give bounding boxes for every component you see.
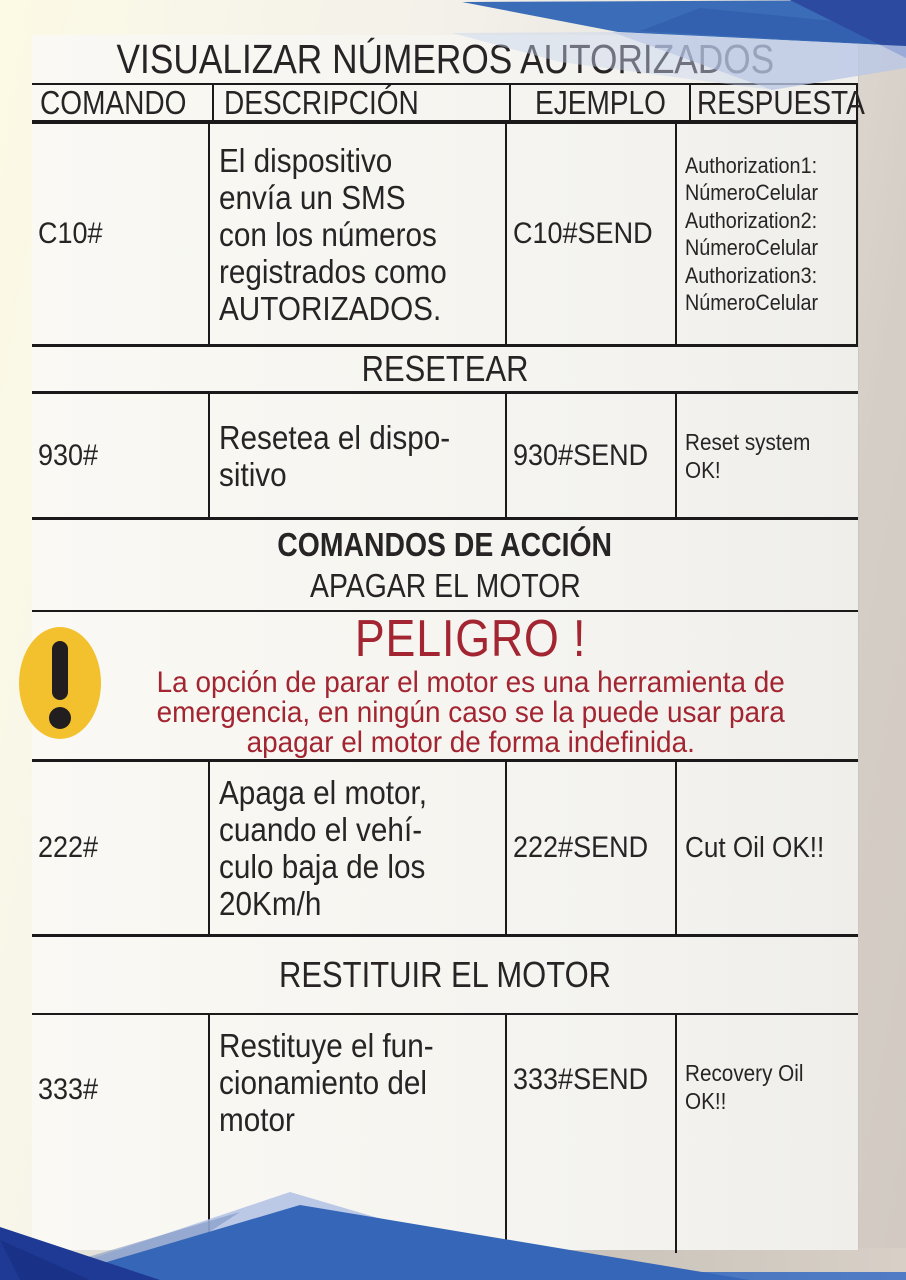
header-cell-ejemplo: EJEMPLO xyxy=(509,84,689,121)
response-cell: Authorization1: NúmeroCelular Authorizat… xyxy=(675,124,858,344)
section-title: RESETEAR xyxy=(361,348,529,389)
section-band-restituir: RESTITUIR EL MOTOR xyxy=(32,937,858,1015)
command-cell: 930# xyxy=(38,438,99,472)
command-cell: 333# xyxy=(38,1073,99,1106)
table-header-row: COMANDO DESCRIPCIÓN EJEMPLO RESPUESTA xyxy=(32,83,865,124)
example-cell: 930#SEND xyxy=(505,394,675,517)
description-cell: Restituye el fun- cionamiento del motor xyxy=(208,1015,505,1253)
danger-body-text: La opción de parar el motor es una herra… xyxy=(156,666,786,759)
response-cell: Reset system OK! xyxy=(675,394,858,517)
description-cell: El dispositivo envía un SMS con los núme… xyxy=(208,124,505,344)
example-cell: 222#SEND xyxy=(505,762,675,934)
command-cell: 222# xyxy=(38,831,99,864)
header-cell-comando: COMANDO xyxy=(40,83,187,121)
example-cell: C10#SEND xyxy=(505,124,675,344)
header-cell-descripcion: DESCRIPCIÓN xyxy=(212,84,509,121)
danger-title: PELIGRO ! xyxy=(355,610,587,668)
bottom-blue-strip xyxy=(0,1272,906,1280)
section-subtitle-apagar: APAGAR EL MOTOR xyxy=(309,566,581,604)
example-cell: 333#SEND xyxy=(505,1015,675,1253)
warning-exclamation-icon xyxy=(19,627,101,739)
command-cell: C10# xyxy=(38,217,103,250)
description-cell: Apaga el motor, cuando el vehí- culo baj… xyxy=(208,762,505,934)
header-cell-respuesta: RESPUESTA xyxy=(689,84,894,121)
manual-table-panel: VISUALIZAR NÚMEROS AUTORIZADOS COMANDO D… xyxy=(19,35,865,1253)
section-title-comandos: COMANDOS DE ACCIÓN xyxy=(277,525,613,563)
table-row-222: 222# Apaga el motor, cuando el vehí- cul… xyxy=(32,762,858,937)
table-row-c10: C10# El dispositivo envía un SMS con los… xyxy=(32,124,858,347)
danger-warning-band: PELIGRO ! La opción de parar el motor es… xyxy=(19,610,858,762)
table-row-333: 333# Restituye el fun- cionamiento del m… xyxy=(32,1015,858,1253)
response-cell: Recovery Oil OK!! xyxy=(675,1015,858,1253)
section-band-resetear: RESETEAR xyxy=(32,347,858,394)
section-band-comandos-de-accion: COMANDOS DE ACCIÓN APAGAR EL MOTOR xyxy=(32,520,858,612)
response-cell: Cut Oil OK!! xyxy=(675,762,858,934)
description-cell: Resetea el dispo- sitivo xyxy=(208,394,505,517)
section-title: RESTITUIR EL MOTOR xyxy=(278,954,611,995)
page-title-band: VISUALIZAR NÚMEROS AUTORIZADOS xyxy=(32,35,858,85)
table-row-930: 930# Resetea el dispo- sitivo 930#SEND R… xyxy=(32,394,858,520)
page-title: VISUALIZAR NÚMEROS AUTORIZADOS xyxy=(116,35,774,82)
